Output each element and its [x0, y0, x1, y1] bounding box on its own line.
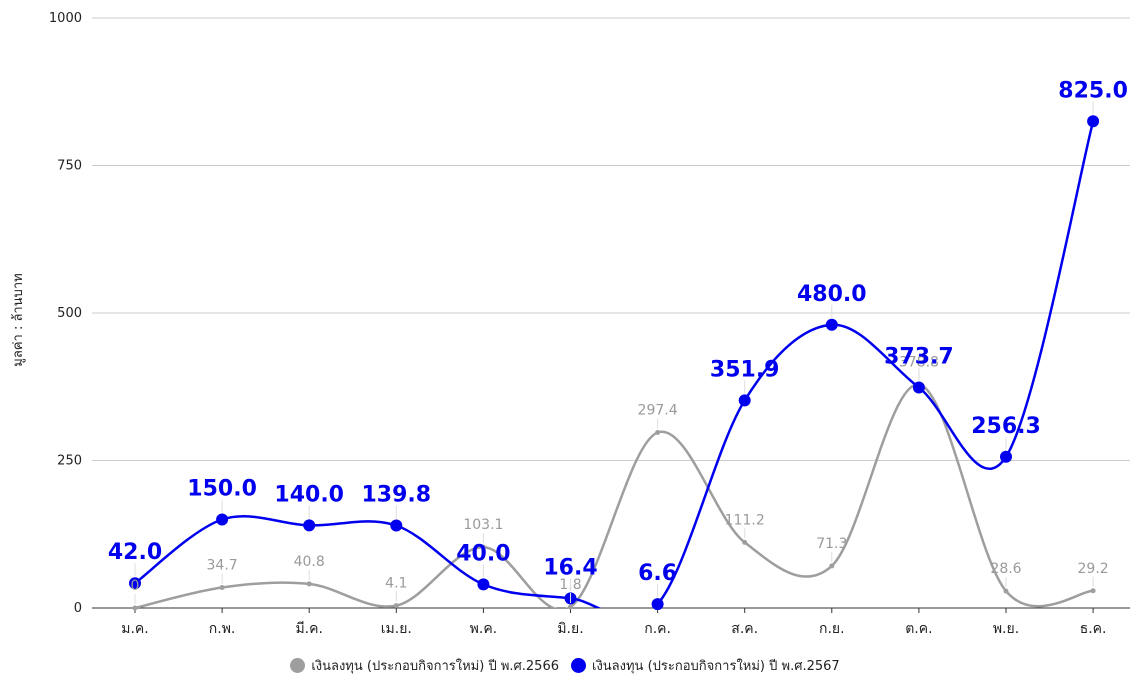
- y-axis-label: มูลค่า : ล้านบาท: [11, 273, 26, 366]
- data-label-2566: 40.8: [294, 554, 325, 570]
- grid-lines: [92, 17, 1130, 609]
- legend-label-2566: เงินลงทุน (ประกอบกิจการใหม่) ปี พ.ศ.2566: [311, 658, 559, 674]
- data-label-2567: 140.0: [274, 482, 344, 507]
- data-label-2567: 351.9: [710, 357, 780, 382]
- y-tick-label: 250: [57, 454, 82, 469]
- series-point-0[interactable]: [480, 544, 486, 550]
- legend-marker-2566: [290, 657, 306, 673]
- series-point-1[interactable]: [390, 519, 403, 532]
- y-tick-label: 1000: [49, 11, 82, 26]
- data-label-2566: 103.1: [463, 517, 503, 533]
- series-point-1[interactable]: [216, 513, 229, 526]
- data-label-2566: 111.2: [725, 512, 765, 528]
- data-label-2566: 29.2: [1078, 561, 1109, 577]
- data-label-2566: 4.1: [385, 576, 407, 592]
- y-axis-ticks: 0 250 500 750 1000: [49, 11, 82, 616]
- data-label-2567: 16.4: [543, 555, 597, 580]
- data-label-2567: 6.6: [638, 561, 677, 586]
- x-tick-label: ก.ย.: [819, 621, 845, 637]
- series-point-1[interactable]: [912, 381, 925, 394]
- data-label-2567: 139.8: [362, 483, 432, 508]
- data-labels-layer: 034.7 40.84.1103.11.8297.4111.271.3378.82…: [108, 78, 1128, 604]
- x-tick-label: ส.ค.: [731, 621, 758, 637]
- series-point-0[interactable]: [132, 605, 138, 611]
- line-chart: 0 250 500 750 1000 ม.ค. ก.พ. มี.ค. เม.ย. พ.ค. มิ.…: [11, 11, 1130, 637]
- series-point-1[interactable]: [1087, 115, 1100, 128]
- x-tick-label: ธ.ค.: [1080, 621, 1107, 637]
- y-tick-label: 500: [57, 306, 82, 321]
- x-tick-label: พ.ค.: [470, 621, 498, 637]
- series-layer: [129, 115, 1100, 611]
- y-tick-label: 0: [74, 601, 82, 616]
- legend-marker-2567: [571, 657, 586, 673]
- series-point-1[interactable]: [477, 578, 490, 591]
- series-point-0[interactable]: [306, 581, 312, 587]
- legend: เงินลงทุน (ประกอบกิจการใหม่) ปี พ.ศ.2566…: [0, 652, 1130, 678]
- data-label-2566: 297.4: [638, 403, 678, 419]
- legend-item-2567[interactable]: เงินลงทุน (ประกอบกิจการใหม่) ปี พ.ศ.2567: [571, 655, 840, 676]
- data-label-2567: 150.0: [187, 477, 257, 502]
- series-point-0[interactable]: [742, 539, 748, 545]
- x-tick-label: มี.ค.: [295, 621, 323, 637]
- data-label-2567: 825.0: [1058, 78, 1128, 103]
- x-tick-label: เม.ย.: [381, 621, 412, 637]
- series-point-1[interactable]: [1000, 450, 1012, 463]
- legend-label-2567: เงินลงทุน (ประกอบกิจการใหม่) ปี พ.ศ.2567: [592, 658, 840, 674]
- series-point-0[interactable]: [829, 563, 835, 569]
- series-point-1[interactable]: [129, 577, 141, 590]
- legend-item-2566[interactable]: เงินลงทุน (ประกอบกิจการใหม่) ปี พ.ศ.2566: [290, 655, 559, 676]
- series-point-0[interactable]: [1090, 588, 1096, 594]
- data-label-2566: 28.6: [990, 561, 1021, 577]
- series-line-1: [134, 120, 1095, 608]
- data-label-2567: 373.7: [884, 345, 954, 370]
- series-point-0[interactable]: [393, 603, 399, 609]
- x-tick-label: พ.ย.: [993, 621, 1019, 637]
- data-label-2566: 0: [131, 578, 140, 594]
- y-tick-label: 750: [57, 159, 82, 174]
- data-label-2567: 40.0: [456, 541, 510, 566]
- series-point-0[interactable]: [1003, 588, 1009, 594]
- series-point-1[interactable]: [303, 519, 316, 532]
- data-label-2567: 256.3: [971, 414, 1041, 439]
- x-tick-label: ก.พ.: [209, 621, 236, 637]
- data-label-2567: 480.0: [797, 282, 867, 307]
- series-point-1[interactable]: [651, 598, 664, 611]
- series-point-0[interactable]: [219, 585, 225, 591]
- x-tick-label: มิ.ย.: [557, 621, 583, 637]
- x-tick-label: ม.ค.: [121, 621, 149, 637]
- series-point-0[interactable]: [655, 430, 661, 436]
- data-label-2566: 34.7: [207, 558, 238, 574]
- data-label-2567: 42.0: [108, 540, 162, 565]
- x-tick-label: ก.ค.: [644, 621, 671, 637]
- series-point-0[interactable]: [568, 604, 573, 610]
- series-point-1[interactable]: [825, 318, 838, 331]
- data-label-2566: 378.8: [899, 355, 939, 371]
- data-label-2566: 71.3: [816, 536, 847, 552]
- x-tick-label: ต.ค.: [905, 621, 932, 637]
- series-point-1[interactable]: [738, 394, 751, 407]
- x-axis-ticks: ม.ค. ก.พ. มี.ค. เม.ย. พ.ค. มิ.ย. ก.ค. ส.ค. ก.ย. ต…: [121, 608, 1107, 637]
